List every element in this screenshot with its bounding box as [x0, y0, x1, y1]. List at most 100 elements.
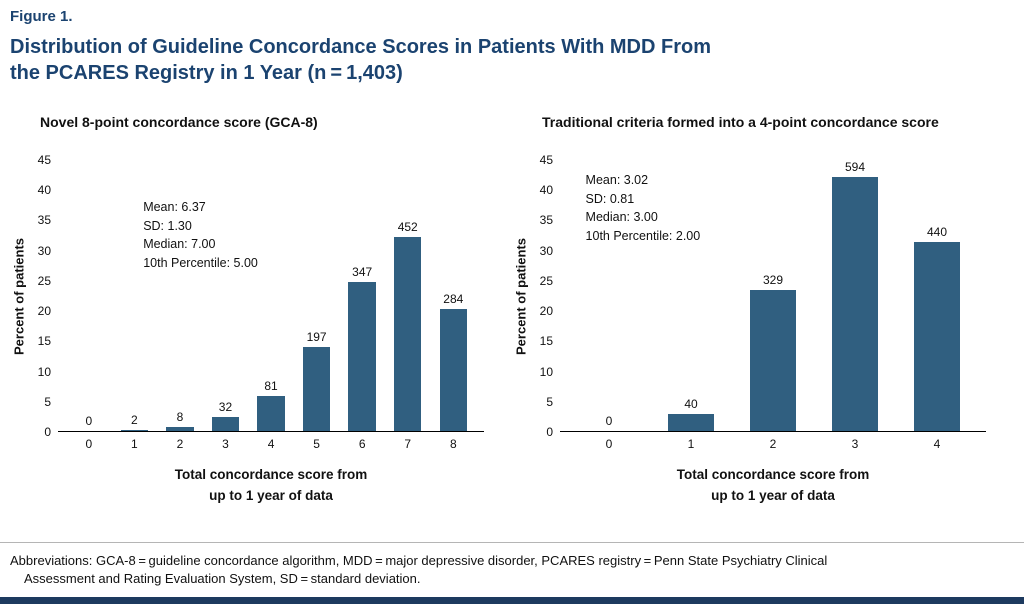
- bar-count-label: 329: [762, 273, 784, 288]
- chart-4point: Traditional criteria formed into a 4-poi…: [512, 114, 1014, 507]
- x-tick-label: 3: [851, 437, 859, 451]
- bar: [302, 346, 331, 431]
- y-axis-ticks: 45 40 35 30 25 20 15 10 5 0: [28, 153, 58, 439]
- chart-4point-body: Percent of patients 45 40 35 30 25 20 15 10 5 0 M…: [512, 153, 1014, 507]
- stats-annotation: Mean: 3.02 SD: 0.81 Median: 3.00 10th Perce…: [586, 171, 701, 246]
- x-axis-label: Total concordance score from up to 1 year…: [560, 465, 986, 507]
- x-axis-label-line: up to 1 year of data: [209, 487, 333, 503]
- bar-slot: 329: [732, 160, 814, 431]
- charts-row: Novel 8-point concordance score (GCA-8) …: [10, 114, 1014, 507]
- y-tick-label: 20: [539, 304, 553, 319]
- bar-count-label: 197: [306, 329, 327, 344]
- bar-count-label: 32: [218, 400, 233, 415]
- bars-group: 0 2 8 32 81 197 347 452 284: [58, 160, 484, 431]
- stats-line: 10th Percentile: 2.00: [585, 229, 701, 244]
- bar-slot: 452: [385, 160, 431, 431]
- abbreviations-note: Abbreviations: GCA-8 = guideline concord…: [10, 552, 1014, 588]
- x-tick-label: 2: [176, 437, 184, 451]
- y-tick-label: 5: [546, 394, 553, 409]
- bar: [439, 309, 467, 431]
- bar: [166, 427, 194, 431]
- bar-slot: 32: [203, 160, 249, 431]
- x-tick-label: 1: [131, 437, 138, 451]
- stats-line: 10th Percentile: 5.00: [143, 256, 258, 271]
- x-tick-label: 1: [687, 437, 695, 451]
- figure-title-line2: the PCARES Registry in 1 Year (n = 1,403…: [10, 62, 403, 84]
- y-tick-label: 35: [539, 213, 553, 228]
- stats-line: SD: 1.30: [143, 218, 192, 233]
- bar-slot: 40: [650, 160, 732, 431]
- y-tick-label: 35: [37, 213, 51, 228]
- stats-annotation: Mean: 6.37 SD: 1.30 Median: 7.00 10th Perce…: [143, 198, 258, 273]
- x-tick-label: 0: [85, 437, 93, 451]
- plot-column: Mean: 3.02 SD: 0.81 Median: 3.00 10th Perce…: [560, 160, 1014, 507]
- chart-gca8-body: Percent of patients 45 40 35 30 25 20 15 10 5 0 M…: [10, 153, 512, 507]
- bottom-rule: [0, 597, 1024, 604]
- y-tick-label: 40: [37, 183, 51, 198]
- y-tick-label: 20: [37, 304, 51, 319]
- x-tick-label: 4: [267, 437, 275, 451]
- stats-line: Median: 3.00: [585, 210, 658, 225]
- bar: [394, 237, 422, 431]
- bar-slot: 347: [339, 160, 385, 431]
- stats-line: Median: 7.00: [143, 237, 216, 252]
- y-tick-label: 10: [37, 364, 51, 379]
- y-tick-label: 0: [44, 424, 51, 439]
- bar-slot: 0: [66, 160, 112, 431]
- bar-slot: 197: [294, 160, 340, 431]
- bar-count-label: 8: [176, 410, 184, 425]
- bar-count-label: 347: [352, 265, 373, 280]
- plot-area: Mean: 6.37 SD: 1.30 Median: 7.00 10th Perce…: [58, 160, 484, 432]
- y-tick-label: 45: [37, 153, 51, 167]
- y-tick-label: 0: [546, 424, 553, 439]
- bar-count-label: 81: [264, 379, 278, 394]
- y-tick-label: 15: [37, 334, 51, 349]
- x-axis-label: Total concordance score from up to 1 year…: [58, 465, 484, 507]
- bar-count-label: 0: [85, 414, 93, 428]
- x-tick-label: 8: [449, 437, 457, 451]
- plot-area: Mean: 3.02 SD: 0.81 Median: 3.00 10th Perce…: [560, 160, 986, 432]
- y-tick-label: 30: [539, 243, 553, 258]
- plot-column: Mean: 6.37 SD: 1.30 Median: 7.00 10th Perce…: [58, 160, 512, 507]
- stats-line: SD: 0.81: [585, 191, 635, 206]
- x-axis-label-line: up to 1 year of data: [711, 487, 835, 503]
- x-axis-label-line: Total concordance score from: [174, 467, 368, 482]
- x-axis-label-line: Total concordance score from: [676, 467, 870, 482]
- figure-title-line1: Distribution of Guideline Concordance Sc…: [10, 36, 711, 58]
- bar-slot: 284: [431, 160, 477, 431]
- bar-count-label: 2: [131, 413, 138, 428]
- y-axis-ticks: 45 40 35 30 25 20 15 10 5 0: [530, 153, 560, 439]
- x-tick-label: 4: [933, 437, 941, 451]
- bars-group: 0 40 329 594 440: [560, 160, 986, 431]
- y-tick-label: 15: [539, 334, 553, 349]
- figure-label: Figure 1.: [10, 8, 73, 25]
- bar: [211, 417, 240, 431]
- bar-slot: 0: [568, 160, 650, 431]
- bar-count-label: 594: [844, 160, 866, 174]
- bar: [120, 430, 148, 431]
- bar-count-label: 0: [605, 414, 613, 428]
- bar: [348, 282, 376, 431]
- x-tick-label: 7: [404, 437, 412, 451]
- x-axis-ticks: 0 1 2 3 4: [560, 437, 986, 451]
- y-tick-label: 5: [44, 394, 51, 409]
- bar-slot: 2: [112, 160, 158, 431]
- x-tick-label: 5: [313, 437, 320, 451]
- y-axis-label: Percent of patients: [11, 237, 27, 355]
- x-tick-label: 6: [358, 437, 366, 451]
- figure-title: Distribution of Guideline Concordance Sc…: [10, 34, 711, 86]
- bar: [257, 396, 285, 431]
- y-tick-label: 10: [539, 364, 553, 379]
- bar: [668, 413, 714, 431]
- abbreviations-line1: Abbreviations: GCA-8 = guideline concord…: [10, 553, 828, 568]
- bar-slot: 594: [814, 160, 896, 431]
- y-tick-label: 45: [539, 153, 553, 167]
- x-tick-label: 3: [222, 437, 229, 451]
- bar-count-label: 440: [926, 224, 948, 239]
- chart-4point-title: Traditional criteria formed into a 4-poi…: [542, 114, 939, 130]
- bar: [832, 177, 878, 431]
- abbreviations-line2: Assessment and Rating Evaluation System,…: [24, 571, 421, 586]
- y-tick-label: 30: [37, 243, 51, 258]
- bar-slot: 440: [896, 160, 978, 431]
